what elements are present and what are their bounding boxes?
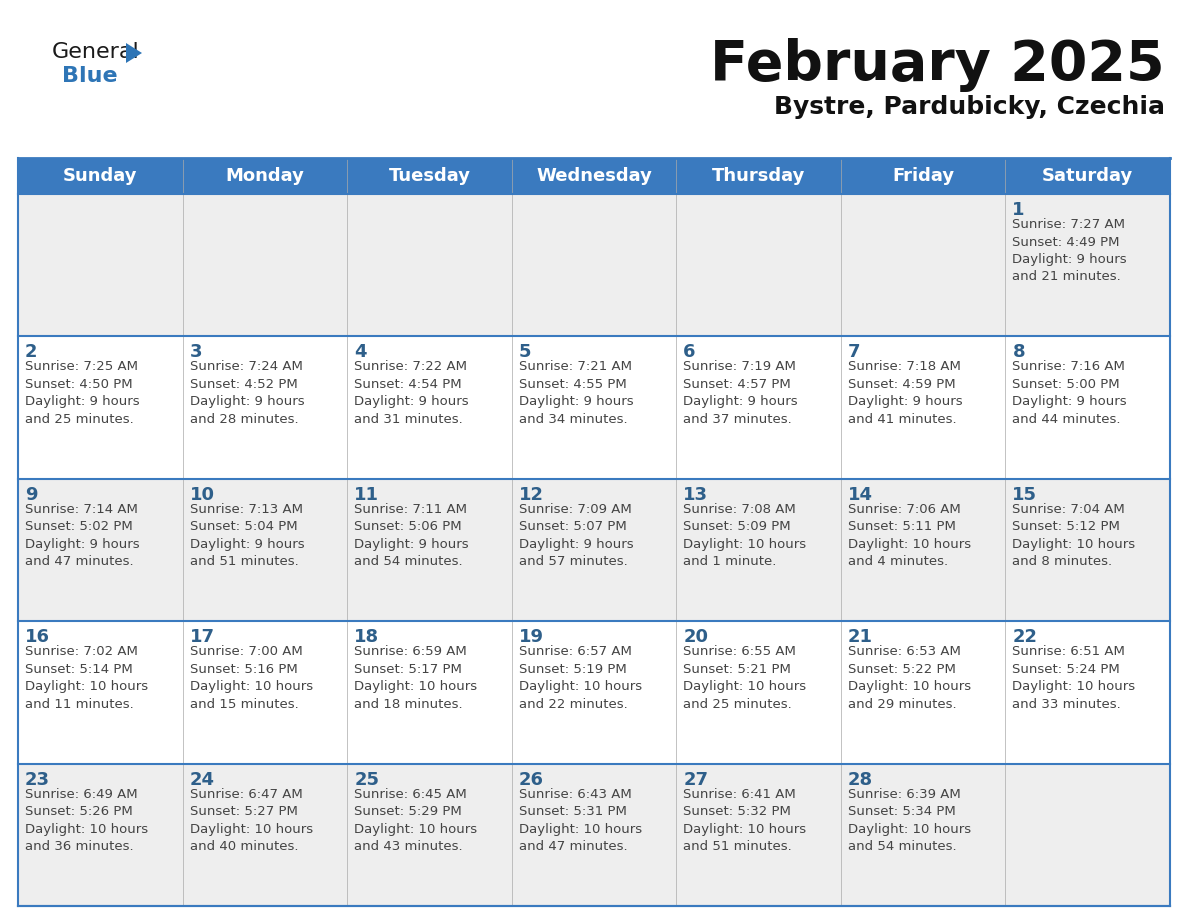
Text: Blue: Blue [62, 66, 118, 86]
Text: General: General [52, 42, 140, 62]
Text: Wednesday: Wednesday [536, 167, 652, 185]
Text: Thursday: Thursday [712, 167, 805, 185]
Bar [18, 194, 1170, 336]
Text: 21: 21 [848, 628, 873, 646]
Bar [18, 621, 1170, 764]
Text: Sunrise: 6:51 AM
Sunset: 5:24 PM
Daylight: 10 hours
and 33 minutes.: Sunrise: 6:51 AM Sunset: 5:24 PM Dayligh… [1012, 645, 1136, 711]
Text: Friday: Friday [892, 167, 954, 185]
Text: Sunrise: 7:22 AM
Sunset: 4:54 PM
Daylight: 9 hours
and 31 minutes.: Sunrise: 7:22 AM Sunset: 4:54 PM Dayligh… [354, 361, 469, 426]
Text: Sunrise: 6:47 AM
Sunset: 5:27 PM
Daylight: 10 hours
and 40 minutes.: Sunrise: 6:47 AM Sunset: 5:27 PM Dayligh… [190, 788, 312, 853]
Text: Sunrise: 7:19 AM
Sunset: 4:57 PM
Daylight: 9 hours
and 37 minutes.: Sunrise: 7:19 AM Sunset: 4:57 PM Dayligh… [683, 361, 798, 426]
Text: 16: 16 [25, 628, 50, 646]
Text: Sunrise: 7:13 AM
Sunset: 5:04 PM
Daylight: 9 hours
and 51 minutes.: Sunrise: 7:13 AM Sunset: 5:04 PM Dayligh… [190, 503, 304, 568]
Bar [18, 158, 1170, 194]
Text: 2: 2 [25, 343, 38, 362]
Text: 25: 25 [354, 770, 379, 789]
Text: Saturday: Saturday [1042, 167, 1133, 185]
Text: 17: 17 [190, 628, 215, 646]
Text: Sunday: Sunday [63, 167, 138, 185]
Text: Sunrise: 7:21 AM
Sunset: 4:55 PM
Daylight: 9 hours
and 34 minutes.: Sunrise: 7:21 AM Sunset: 4:55 PM Dayligh… [519, 361, 633, 426]
Text: Sunrise: 7:11 AM
Sunset: 5:06 PM
Daylight: 9 hours
and 54 minutes.: Sunrise: 7:11 AM Sunset: 5:06 PM Dayligh… [354, 503, 469, 568]
Text: Sunrise: 7:02 AM
Sunset: 5:14 PM
Daylight: 10 hours
and 11 minutes.: Sunrise: 7:02 AM Sunset: 5:14 PM Dayligh… [25, 645, 148, 711]
Text: Sunrise: 6:43 AM
Sunset: 5:31 PM
Daylight: 10 hours
and 47 minutes.: Sunrise: 6:43 AM Sunset: 5:31 PM Dayligh… [519, 788, 642, 853]
Text: 6: 6 [683, 343, 696, 362]
Text: 13: 13 [683, 486, 708, 504]
Polygon shape [126, 43, 143, 63]
Text: Sunrise: 7:24 AM
Sunset: 4:52 PM
Daylight: 9 hours
and 28 minutes.: Sunrise: 7:24 AM Sunset: 4:52 PM Dayligh… [190, 361, 304, 426]
Text: 27: 27 [683, 770, 708, 789]
Text: 24: 24 [190, 770, 215, 789]
Bar [18, 336, 1170, 479]
Text: Bystre, Pardubicky, Czechia: Bystre, Pardubicky, Czechia [775, 95, 1165, 119]
Text: Sunrise: 7:08 AM
Sunset: 5:09 PM
Daylight: 10 hours
and 1 minute.: Sunrise: 7:08 AM Sunset: 5:09 PM Dayligh… [683, 503, 807, 568]
Text: Sunrise: 7:25 AM
Sunset: 4:50 PM
Daylight: 9 hours
and 25 minutes.: Sunrise: 7:25 AM Sunset: 4:50 PM Dayligh… [25, 361, 140, 426]
Text: 10: 10 [190, 486, 215, 504]
Bar [18, 479, 1170, 621]
Text: 23: 23 [25, 770, 50, 789]
Text: Sunrise: 7:18 AM
Sunset: 4:59 PM
Daylight: 9 hours
and 41 minutes.: Sunrise: 7:18 AM Sunset: 4:59 PM Dayligh… [848, 361, 962, 426]
Text: 26: 26 [519, 770, 544, 789]
Text: Sunrise: 6:53 AM
Sunset: 5:22 PM
Daylight: 10 hours
and 29 minutes.: Sunrise: 6:53 AM Sunset: 5:22 PM Dayligh… [848, 645, 971, 711]
Text: Sunrise: 6:45 AM
Sunset: 5:29 PM
Daylight: 10 hours
and 43 minutes.: Sunrise: 6:45 AM Sunset: 5:29 PM Dayligh… [354, 788, 478, 853]
Text: 15: 15 [1012, 486, 1037, 504]
Text: 9: 9 [25, 486, 38, 504]
Text: Sunrise: 6:57 AM
Sunset: 5:19 PM
Daylight: 10 hours
and 22 minutes.: Sunrise: 6:57 AM Sunset: 5:19 PM Dayligh… [519, 645, 642, 711]
Text: Sunrise: 6:41 AM
Sunset: 5:32 PM
Daylight: 10 hours
and 51 minutes.: Sunrise: 6:41 AM Sunset: 5:32 PM Dayligh… [683, 788, 807, 853]
Text: Sunrise: 7:27 AM
Sunset: 4:49 PM
Daylight: 9 hours
and 21 minutes.: Sunrise: 7:27 AM Sunset: 4:49 PM Dayligh… [1012, 218, 1127, 284]
Text: Sunrise: 7:16 AM
Sunset: 5:00 PM
Daylight: 9 hours
and 44 minutes.: Sunrise: 7:16 AM Sunset: 5:00 PM Dayligh… [1012, 361, 1127, 426]
Text: 5: 5 [519, 343, 531, 362]
Text: 20: 20 [683, 628, 708, 646]
Text: Sunrise: 7:00 AM
Sunset: 5:16 PM
Daylight: 10 hours
and 15 minutes.: Sunrise: 7:00 AM Sunset: 5:16 PM Dayligh… [190, 645, 312, 711]
Text: 14: 14 [848, 486, 873, 504]
Text: Sunrise: 7:06 AM
Sunset: 5:11 PM
Daylight: 10 hours
and 4 minutes.: Sunrise: 7:06 AM Sunset: 5:11 PM Dayligh… [848, 503, 971, 568]
Text: 7: 7 [848, 343, 860, 362]
Text: Sunrise: 7:14 AM
Sunset: 5:02 PM
Daylight: 9 hours
and 47 minutes.: Sunrise: 7:14 AM Sunset: 5:02 PM Dayligh… [25, 503, 140, 568]
Text: Sunrise: 6:49 AM
Sunset: 5:26 PM
Daylight: 10 hours
and 36 minutes.: Sunrise: 6:49 AM Sunset: 5:26 PM Dayligh… [25, 788, 148, 853]
Text: Monday: Monday [226, 167, 304, 185]
Text: 19: 19 [519, 628, 544, 646]
Text: Sunrise: 6:39 AM
Sunset: 5:34 PM
Daylight: 10 hours
and 54 minutes.: Sunrise: 6:39 AM Sunset: 5:34 PM Dayligh… [848, 788, 971, 853]
Text: Sunrise: 7:09 AM
Sunset: 5:07 PM
Daylight: 9 hours
and 57 minutes.: Sunrise: 7:09 AM Sunset: 5:07 PM Dayligh… [519, 503, 633, 568]
Text: Sunrise: 6:55 AM
Sunset: 5:21 PM
Daylight: 10 hours
and 25 minutes.: Sunrise: 6:55 AM Sunset: 5:21 PM Dayligh… [683, 645, 807, 711]
Text: 22: 22 [1012, 628, 1037, 646]
Text: 11: 11 [354, 486, 379, 504]
Text: 3: 3 [190, 343, 202, 362]
Text: 8: 8 [1012, 343, 1025, 362]
Text: 1: 1 [1012, 201, 1025, 219]
Text: Tuesday: Tuesday [388, 167, 470, 185]
Text: 28: 28 [848, 770, 873, 789]
Text: 12: 12 [519, 486, 544, 504]
Text: 18: 18 [354, 628, 379, 646]
Text: Sunrise: 6:59 AM
Sunset: 5:17 PM
Daylight: 10 hours
and 18 minutes.: Sunrise: 6:59 AM Sunset: 5:17 PM Dayligh… [354, 645, 478, 711]
Text: Sunrise: 7:04 AM
Sunset: 5:12 PM
Daylight: 10 hours
and 8 minutes.: Sunrise: 7:04 AM Sunset: 5:12 PM Dayligh… [1012, 503, 1136, 568]
Bar [18, 764, 1170, 906]
Text: 4: 4 [354, 343, 367, 362]
Text: February 2025: February 2025 [710, 38, 1165, 92]
